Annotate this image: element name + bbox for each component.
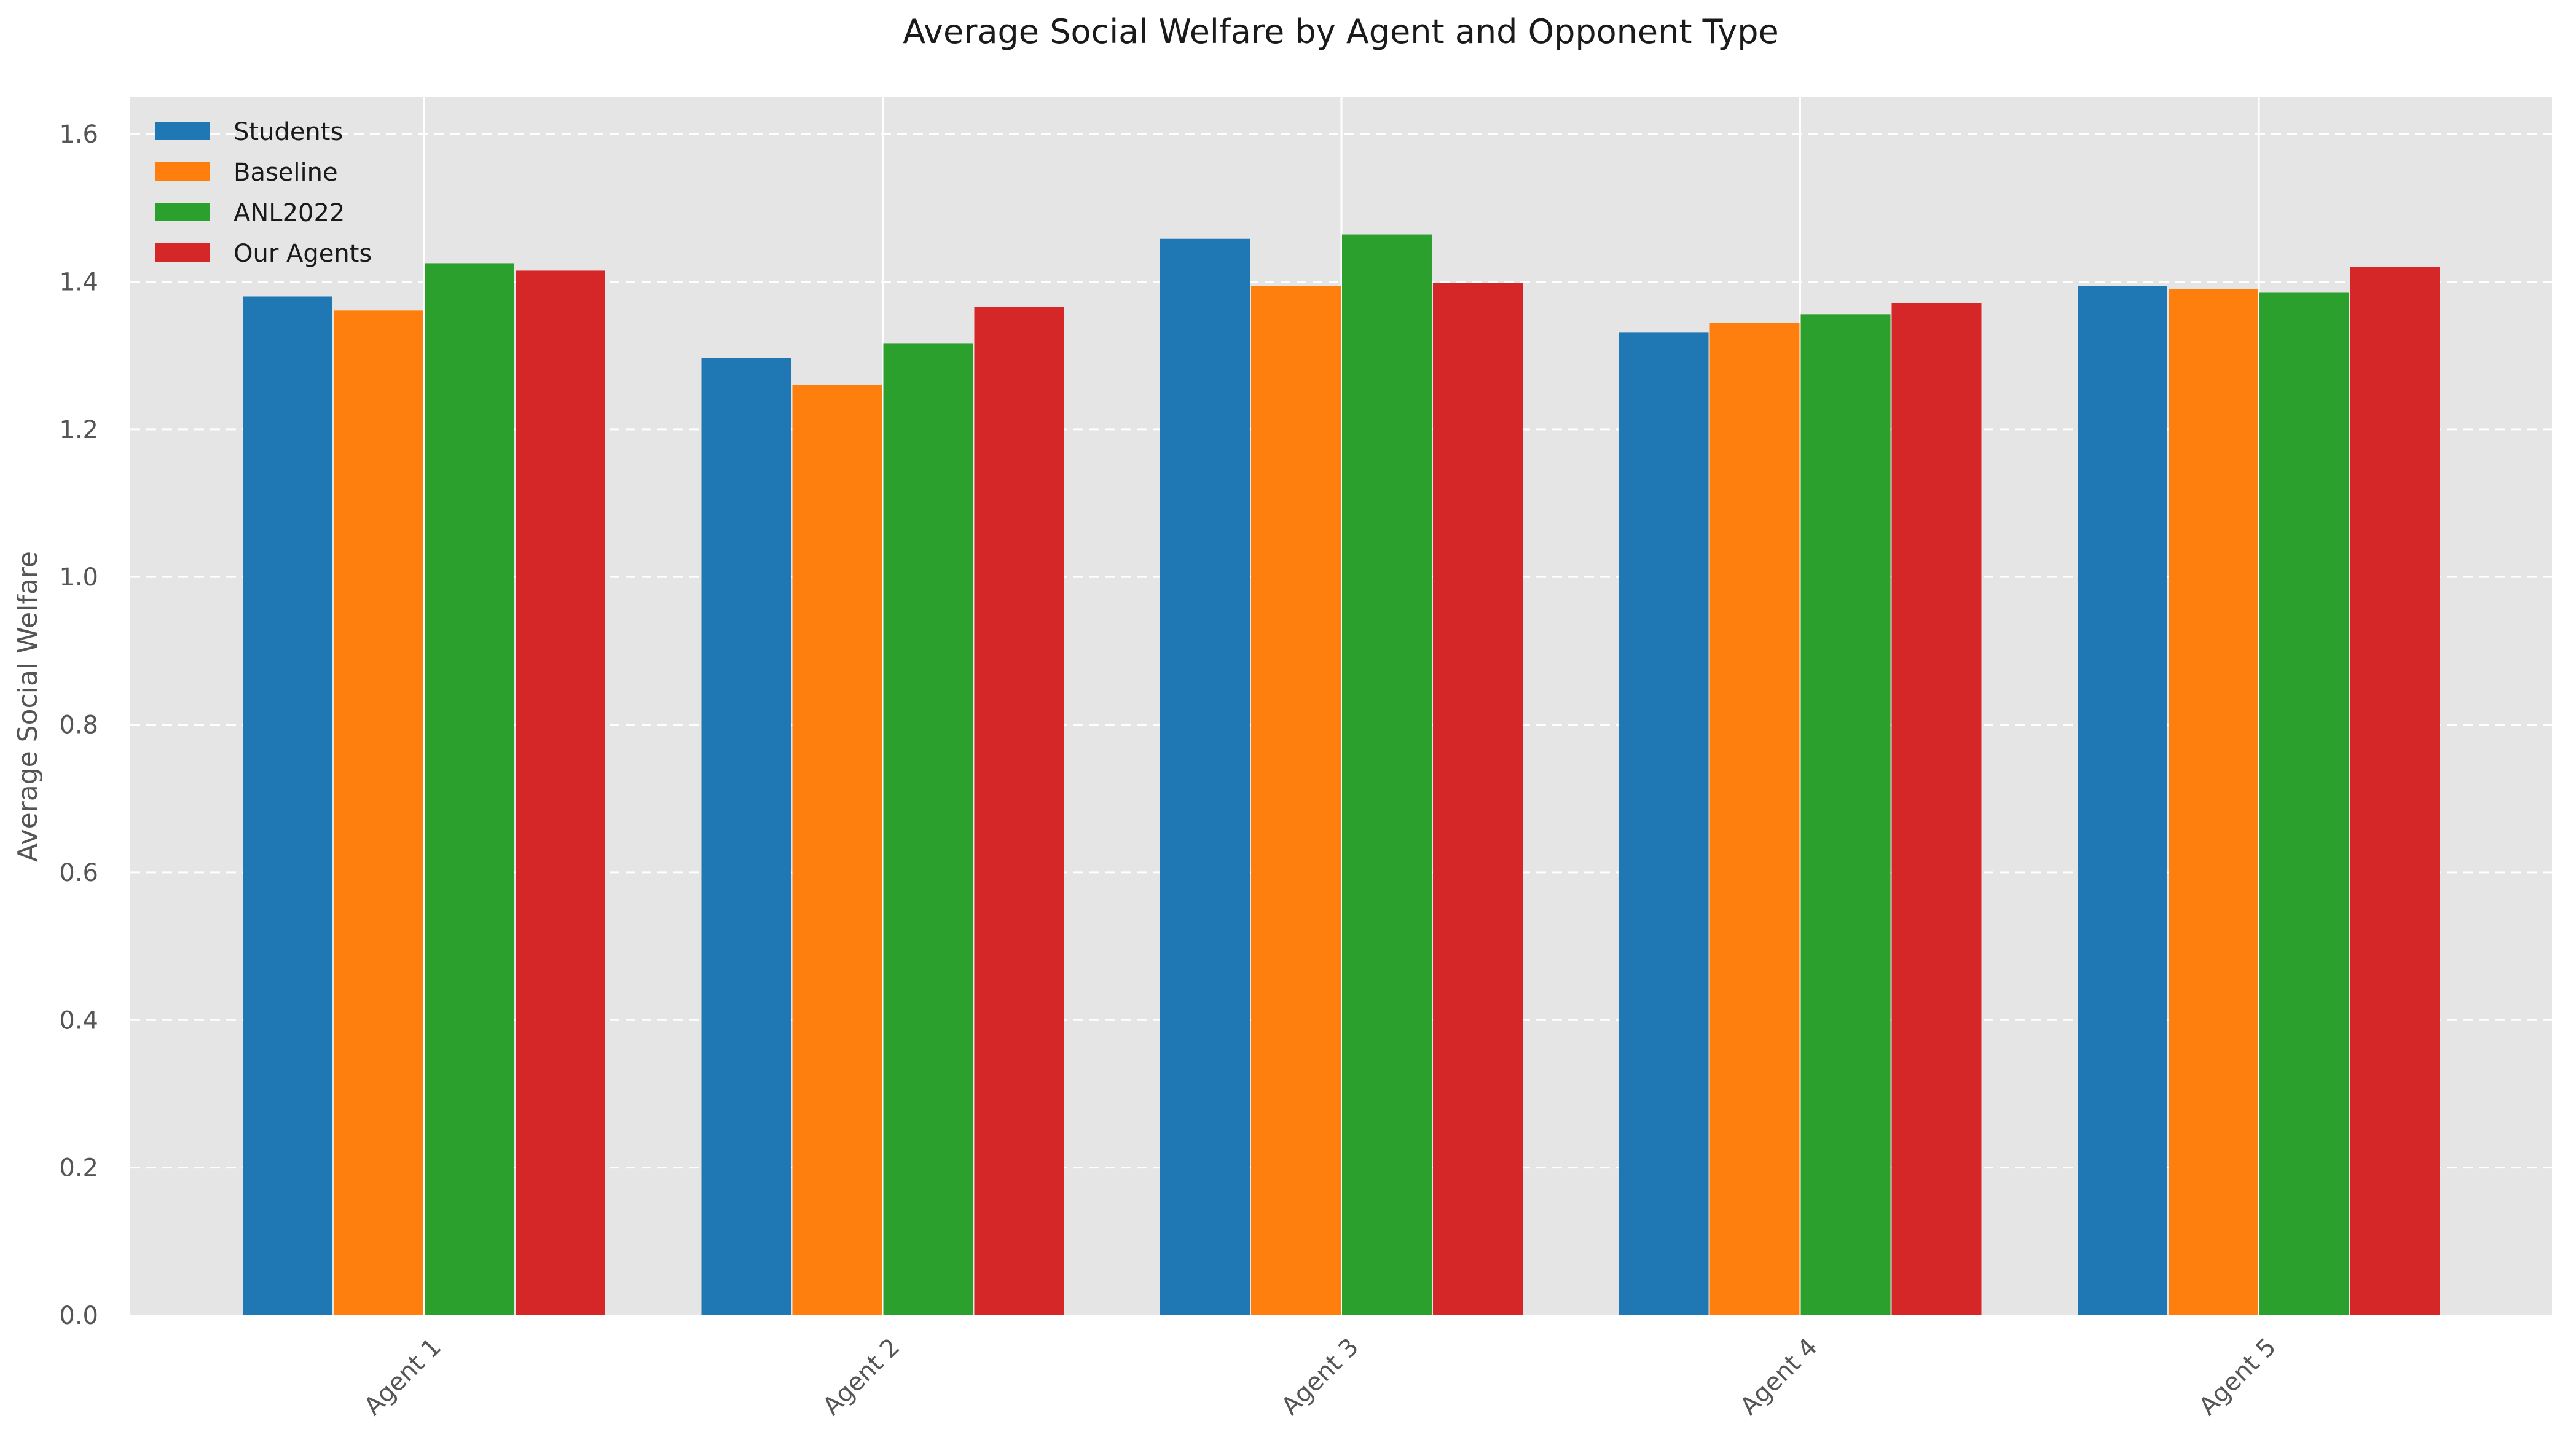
bar-our-agents-4: [1891, 303, 1982, 1316]
bar-anl2022-3: [1342, 234, 1432, 1315]
bar-our-agents-5: [2350, 267, 2440, 1315]
legend-label: ANL2022: [234, 199, 345, 227]
legend-swatch: [155, 243, 210, 262]
x-tick-label: Agent 4: [1735, 1333, 1823, 1421]
y-tick-label: 1.6: [59, 120, 98, 149]
bar-students-2: [701, 358, 791, 1315]
x-tick-label: Agent 2: [817, 1333, 905, 1421]
bar-anl2022-4: [1800, 314, 1891, 1316]
bar-students-4: [1619, 332, 1709, 1315]
y-tick-label: 1.2: [59, 416, 98, 444]
y-tick-label: 0.6: [59, 859, 98, 887]
y-tick-label: 1.4: [59, 268, 98, 296]
bar-anl2022-1: [425, 263, 514, 1316]
bar-our-agents-2: [974, 307, 1064, 1315]
bar-baseline-2: [792, 385, 882, 1315]
y-tick-label: 0.4: [59, 1006, 98, 1035]
bars-layer: [243, 234, 2440, 1316]
legend-label: Students: [234, 118, 343, 146]
y-tick-label: 1.0: [59, 563, 98, 592]
bar-anl2022-5: [2259, 292, 2349, 1315]
x-tick-labels: Agent 1 Agent 2 Agent 3 Agent 4 Agent 5: [359, 1333, 2282, 1421]
y-tick-labels: 0.0 0.2 0.4 0.6 0.8 1.0 1.2 1.4 1.6: [59, 120, 98, 1330]
bar-students-1: [243, 296, 332, 1315]
bar-baseline-5: [2169, 289, 2258, 1316]
x-tick-label: Agent 1: [359, 1333, 447, 1421]
legend-swatch: [155, 203, 210, 221]
legend-swatch: [155, 162, 210, 181]
legend-label: Our Agents: [234, 240, 372, 268]
bar-anl2022-2: [883, 343, 973, 1316]
bar-our-agents-3: [1433, 283, 1523, 1316]
y-axis-label: Average Social Welfare: [12, 551, 44, 862]
legend-swatch: [155, 122, 210, 140]
y-tick-label: 0.2: [59, 1154, 98, 1183]
x-tick-label: Agent 5: [2194, 1333, 2282, 1421]
x-tick-label: Agent 3: [1276, 1333, 1364, 1421]
bar-baseline-3: [1251, 286, 1341, 1315]
y-tick-label: 0.8: [59, 711, 98, 740]
bar-baseline-4: [1709, 323, 1800, 1315]
bar-our-agents-1: [516, 270, 605, 1316]
bar-baseline-1: [334, 310, 423, 1315]
bar-students-3: [1160, 238, 1250, 1316]
y-tick-label: 0.0: [59, 1302, 98, 1330]
bar-students-5: [2078, 286, 2167, 1315]
legend-label: Baseline: [234, 159, 338, 187]
legend: Students Baseline ANL2022 Our Agents: [155, 118, 372, 268]
chart-title: Average Social Welfare by Agent and Oppo…: [903, 12, 1778, 51]
